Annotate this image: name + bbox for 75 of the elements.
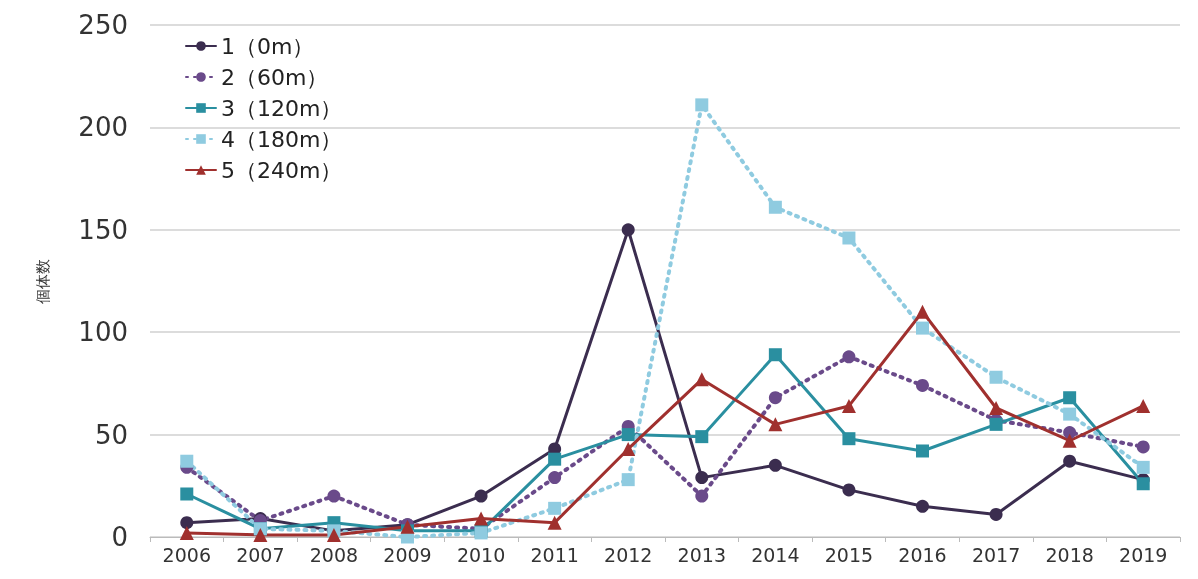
point <box>1062 433 1077 448</box>
legend-label: 5（240m） <box>221 157 343 183</box>
point <box>1136 460 1150 474</box>
point <box>768 458 782 472</box>
point <box>915 304 930 319</box>
point <box>621 428 635 442</box>
point <box>253 527 268 542</box>
point <box>326 527 341 542</box>
point <box>842 483 856 497</box>
point <box>989 370 1003 384</box>
point <box>1136 477 1150 491</box>
point <box>179 525 194 540</box>
x-tick-label: 2011 <box>530 543 579 566</box>
point <box>989 507 1003 521</box>
point <box>621 441 636 456</box>
x-tick-label: 2015 <box>824 543 874 566</box>
point <box>768 200 782 214</box>
y-tick-label: 0 <box>111 522 128 552</box>
point <box>768 348 782 362</box>
legend-label: 2（60m） <box>221 64 329 90</box>
point <box>548 471 562 485</box>
point <box>1136 440 1150 454</box>
x-tick-label: 2017 <box>971 543 1021 566</box>
y-tick-label: 100 <box>78 317 128 348</box>
x-tick-label: 2014 <box>751 543 800 566</box>
y-tick-label: 200 <box>78 112 128 143</box>
point <box>1063 454 1077 468</box>
point <box>621 473 635 487</box>
x-tick-label: 2013 <box>677 543 726 566</box>
y-tick-label: 150 <box>78 214 128 245</box>
x-tick-label: 2019 <box>1119 543 1168 566</box>
point <box>768 417 783 432</box>
point <box>842 231 856 245</box>
x-tick-label: 2010 <box>456 543 506 566</box>
y-axis-title: 個体数 <box>33 258 52 304</box>
point <box>1063 391 1077 405</box>
x-tick-label: 2012 <box>604 543 653 566</box>
point <box>548 501 562 515</box>
x-tick-label: 2016 <box>898 543 947 566</box>
point <box>916 444 929 458</box>
legend-label: 3（120m） <box>221 95 343 121</box>
point <box>548 452 562 466</box>
point <box>916 499 929 513</box>
point <box>768 391 782 405</box>
point <box>989 400 1004 415</box>
x-tick-label: 2008 <box>309 543 359 566</box>
point <box>1063 407 1077 421</box>
x-tick-label: 2018 <box>1045 543 1094 566</box>
x-tick-label: 2006 <box>162 543 211 566</box>
point <box>180 487 194 501</box>
point <box>327 489 341 503</box>
y-tick-label: 50 <box>94 419 128 450</box>
point <box>842 432 856 446</box>
point <box>180 516 194 530</box>
point <box>842 350 856 364</box>
point <box>916 378 929 392</box>
point <box>1136 398 1151 413</box>
point <box>916 321 929 335</box>
point <box>474 489 488 503</box>
point <box>695 430 709 444</box>
point <box>695 489 709 503</box>
point <box>547 515 562 530</box>
x-tick-label: 2007 <box>236 543 285 566</box>
point <box>695 98 709 112</box>
legend-label: 1（0m） <box>221 33 315 59</box>
y-tick-label: 250 <box>78 10 128 40</box>
point <box>694 372 709 387</box>
point <box>989 417 1003 431</box>
point <box>621 223 635 237</box>
point <box>474 511 489 526</box>
point <box>180 454 194 468</box>
x-tick-label: 2009 <box>383 543 432 566</box>
point <box>695 471 709 485</box>
legend-label: 4（180m） <box>221 126 343 152</box>
point <box>841 398 856 413</box>
